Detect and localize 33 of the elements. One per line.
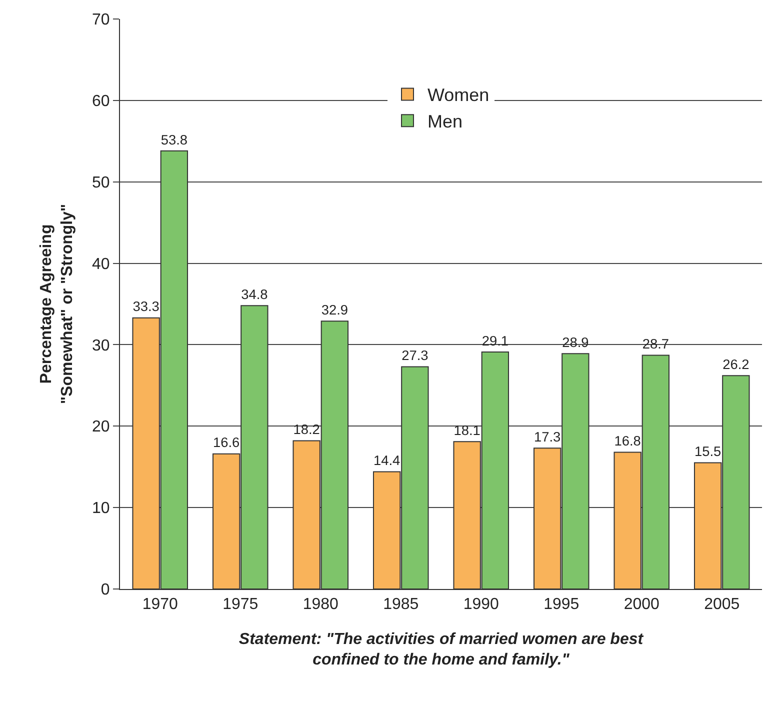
x-tick-label: 1975 — [222, 596, 258, 614]
x-tick-label: 2005 — [704, 596, 740, 614]
y-tick-label: 20 — [92, 418, 110, 436]
legend-label: Women — [428, 85, 490, 106]
legend-label: Men — [428, 112, 463, 132]
data-label: 16.8 — [614, 434, 642, 449]
y-tick-label: 30 — [92, 337, 110, 354]
data-label: 14.4 — [374, 453, 401, 468]
y-tick-label: 40 — [92, 256, 110, 273]
x-tick-label: 1970 — [142, 596, 178, 614]
data-label: 18.2 — [293, 422, 320, 438]
x-tick-label: 1995 — [544, 596, 580, 614]
data-label: 34.8 — [241, 286, 268, 302]
data-label: 32.9 — [321, 302, 348, 318]
y-axis-title: Percentage Agreeing "Somewhat" or "Strongly" — [38, 204, 76, 404]
data-label: 26.2 — [722, 357, 750, 372]
data-label: 18.1 — [454, 422, 480, 438]
data-label: 33.3 — [132, 299, 160, 314]
y-tick-label: 60 — [92, 93, 110, 110]
y-tick-label: 70 — [92, 12, 110, 29]
x-tick-label: 1980 — [302, 596, 339, 614]
data-label: 53.8 — [160, 132, 188, 148]
x-tick-label: 1990 — [463, 596, 500, 614]
data-label: 17.3 — [534, 429, 562, 444]
data-label: 15.5 — [694, 444, 722, 460]
data-label: 16.6 — [213, 435, 240, 450]
x-tick-label: 1985 — [383, 596, 419, 614]
y-tick-label: 50 — [92, 174, 110, 192]
y-tick-label: 0 — [100, 582, 110, 599]
x-tick-label: 2000 — [624, 596, 660, 614]
y-tick-label: 10 — [92, 500, 110, 518]
data-label: 27.3 — [402, 348, 429, 364]
x-axis-title: Statement: "The activities of married women are best confined to the home and family." — [238, 630, 644, 669]
